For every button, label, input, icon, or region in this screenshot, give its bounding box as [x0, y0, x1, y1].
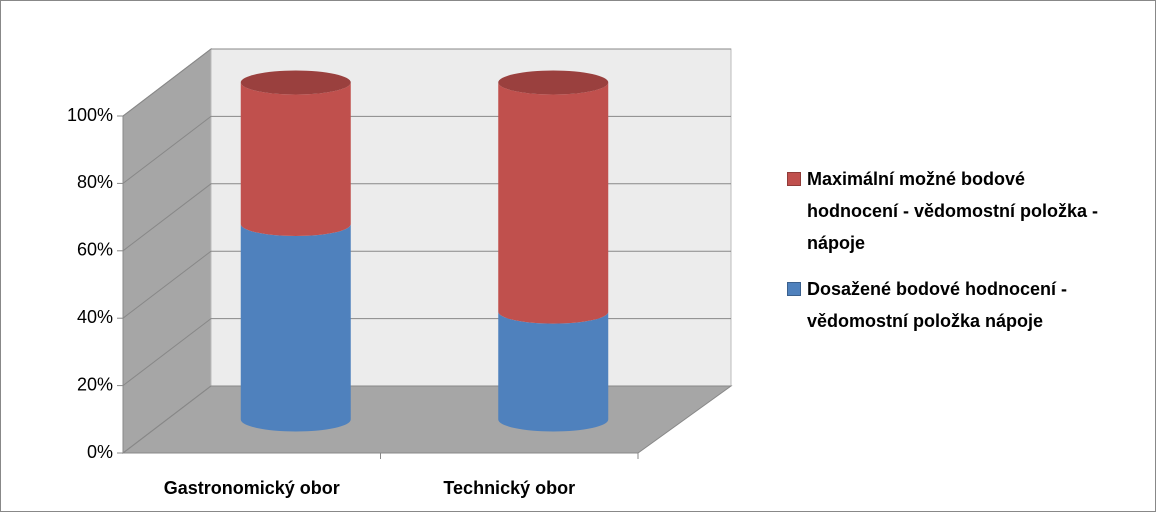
- legend-item: Maximální možné bodové hodnocení - vědom…: [787, 163, 1117, 259]
- grid-line: [122, 48, 731, 117]
- cylinder-segment: [498, 82, 609, 324]
- legend-swatch: [787, 172, 801, 186]
- legend-label: Dosažené bodové hodnocení - vědomostní p…: [807, 279, 1068, 331]
- y-tick-label: 20%: [77, 374, 113, 394]
- cylinder-segment: [498, 311, 609, 432]
- legend-item: Dosažené bodové hodnocení - vědomostní p…: [787, 273, 1117, 337]
- y-tick-label: 100%: [67, 105, 113, 125]
- legend: Maximální možné bodové hodnocení - vědom…: [787, 163, 1117, 351]
- y-tick-label: 40%: [77, 307, 113, 327]
- side-wall: [122, 47, 212, 455]
- cylinder-segment: [240, 224, 351, 432]
- cylinder-top: [240, 70, 351, 95]
- legend-swatch: [787, 282, 801, 296]
- y-tick-label: 60%: [77, 240, 113, 260]
- cylinder-top: [498, 70, 609, 95]
- x-tick-label: Gastronomický obor: [164, 478, 340, 498]
- floor: [121, 385, 733, 454]
- legend-label: Maximální možné bodové hodnocení - vědom…: [807, 169, 1099, 253]
- cylinder-segment: [240, 82, 351, 237]
- y-tick-label: 0%: [87, 442, 113, 462]
- y-tick-label: 80%: [77, 172, 113, 192]
- x-tick-label: Technický obor: [443, 478, 575, 498]
